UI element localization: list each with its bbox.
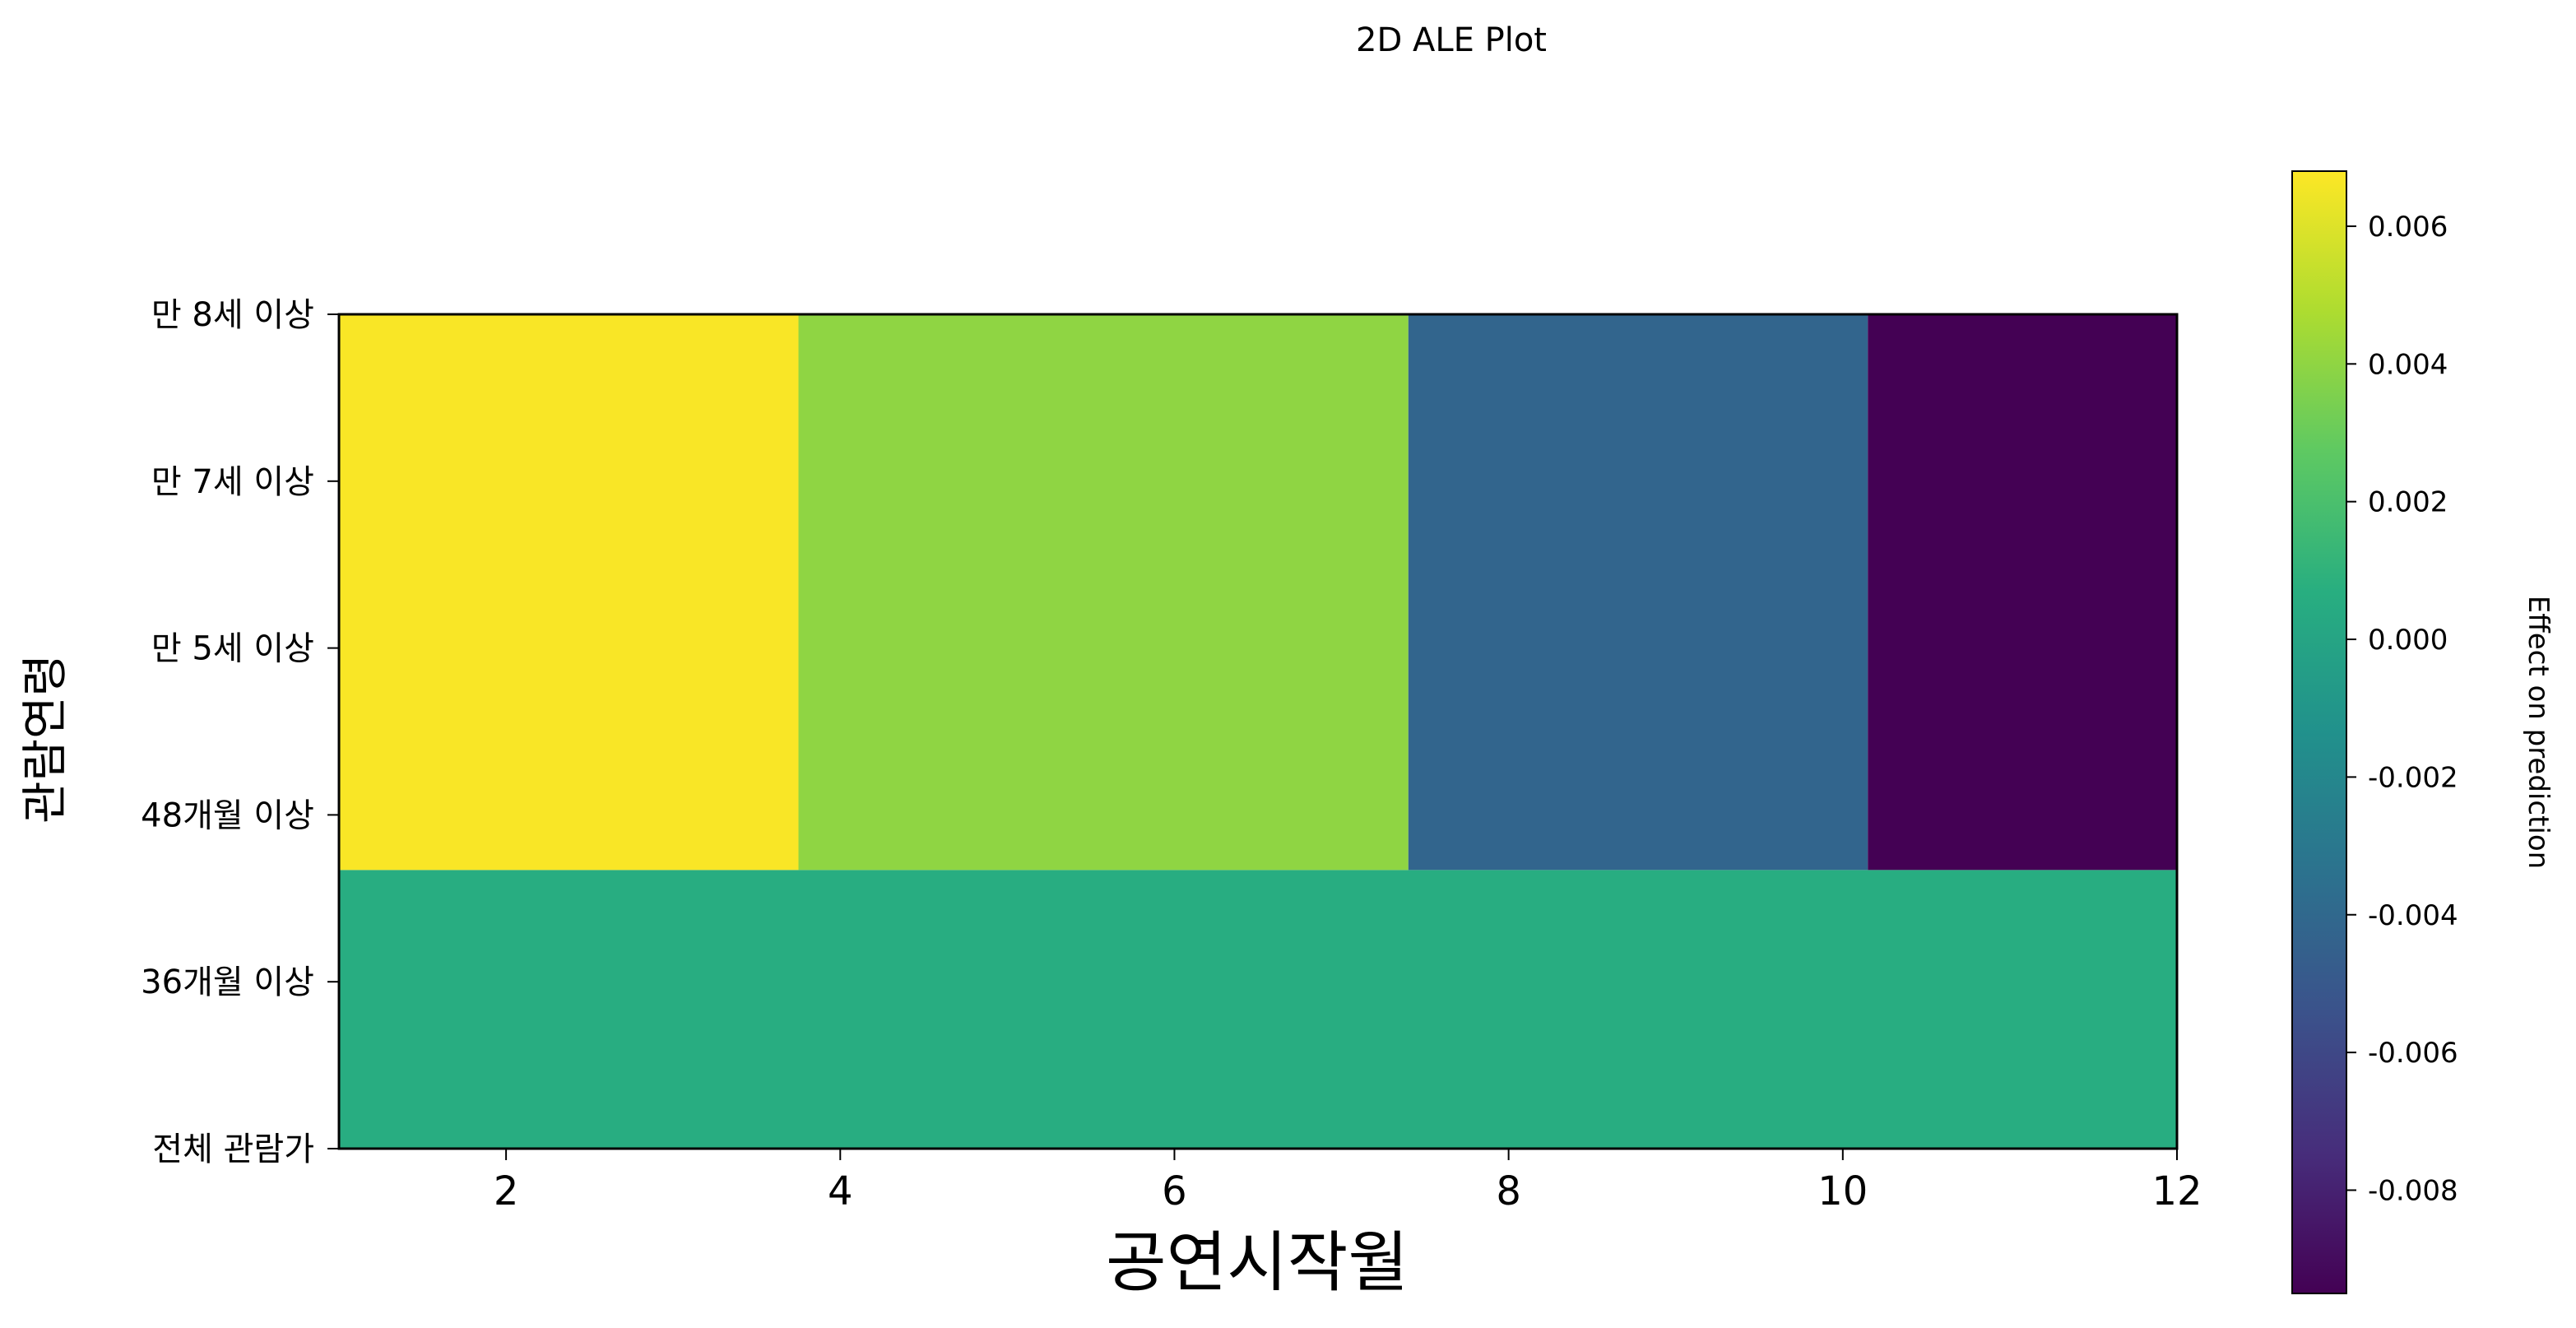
heatmap-cells <box>339 314 2177 1149</box>
colorbar-tick-label: 0.004 <box>2368 348 2448 381</box>
x-tick-label: 4 <box>828 1168 853 1214</box>
y-tick-label: 만 7세 이상 <box>151 463 314 501</box>
colorbar-tick-label: -0.008 <box>2368 1174 2458 1207</box>
heatmap-cell <box>339 870 2177 1149</box>
plot-frame <box>337 313 2179 1150</box>
heatmap-cell <box>1868 314 2177 871</box>
y-tick-label: 48개월 이상 <box>141 796 314 834</box>
heatmap-cell <box>1408 314 1868 871</box>
heatmap-cell <box>339 314 799 871</box>
colorbar-ticks: 0.006 0.004 0.002 0.000 -0.002 -0.004 -0.006 -0… <box>2346 211 2458 1207</box>
colorbar <box>2291 170 2347 1294</box>
colorbar-label: Effect on prediction <box>2522 596 2555 869</box>
y-axis-label: 관람연령 <box>19 654 72 824</box>
x-axis-label: 공연시작월 <box>1106 1224 1409 1301</box>
x-tick-label: 2 <box>494 1168 519 1214</box>
y-tick-label: 36개월 이상 <box>141 963 314 1001</box>
y-tick-label: 만 8세 이상 <box>151 296 314 334</box>
chart-title: 2D ALE Plot <box>1356 21 1547 59</box>
colorbar-tick-label: 0.006 <box>2368 211 2448 244</box>
x-tick-label: 10 <box>1817 1168 1868 1214</box>
colorbar-tick-label: -0.004 <box>2368 899 2458 932</box>
colorbar-tick-label: -0.006 <box>2368 1037 2458 1070</box>
colorbar-tick-label: 0.000 <box>2368 624 2448 657</box>
x-tick-label: 6 <box>1162 1168 1187 1214</box>
colorbar-tick-label: 0.002 <box>2368 486 2448 519</box>
x-tick-label: 12 <box>2151 1168 2202 1214</box>
x-tick-label: 8 <box>1496 1168 1521 1214</box>
x-axis-ticks: 2 4 6 8 10 12 <box>494 1149 2202 1214</box>
heatmap-cell <box>798 314 1409 871</box>
y-tick-label: 전체 관람가 <box>152 1131 314 1168</box>
y-tick-label: 만 5세 이상 <box>151 630 314 668</box>
colorbar-tick-label: -0.002 <box>2368 761 2458 794</box>
y-axis-ticks: 전체 관람가 36개월 이상 48개월 이상 만 5세 이상 만 7세 이상 만 8세 이… <box>141 296 339 1168</box>
